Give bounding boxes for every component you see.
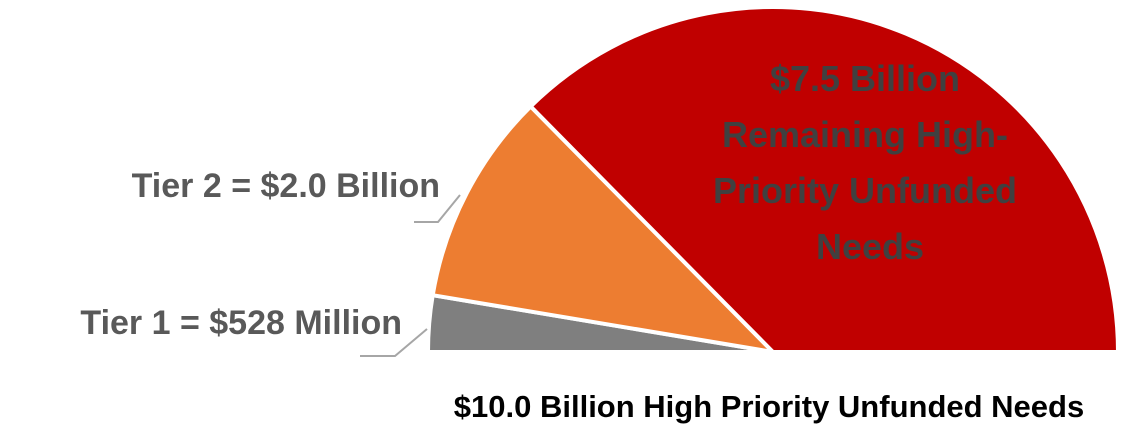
remaining-label-line-2: Remaining High- <box>722 114 1008 155</box>
tier2-label: Tier 2 = $2.0 Billion <box>132 167 440 205</box>
remaining-label-line-3: Priority Unfunded <box>713 170 1017 211</box>
remaining-label: $7.5 Billion Remaining High- Priority Un… <box>713 58 1027 267</box>
chart-caption: $10.0 Billion High Priority Unfunded Nee… <box>454 389 1084 424</box>
tier1-leader-line <box>360 328 428 357</box>
slice-tier-2 <box>430 104 775 354</box>
tier1-label: Tier 1 = $528 Million <box>80 304 402 342</box>
pie-slices <box>426 5 1120 354</box>
remaining-label-line-4: Needs <box>816 226 924 267</box>
slice-remaining <box>528 5 1120 354</box>
remaining-label-line-1: $7.5 Billion <box>770 58 960 99</box>
tier2-leader-line <box>414 194 461 223</box>
